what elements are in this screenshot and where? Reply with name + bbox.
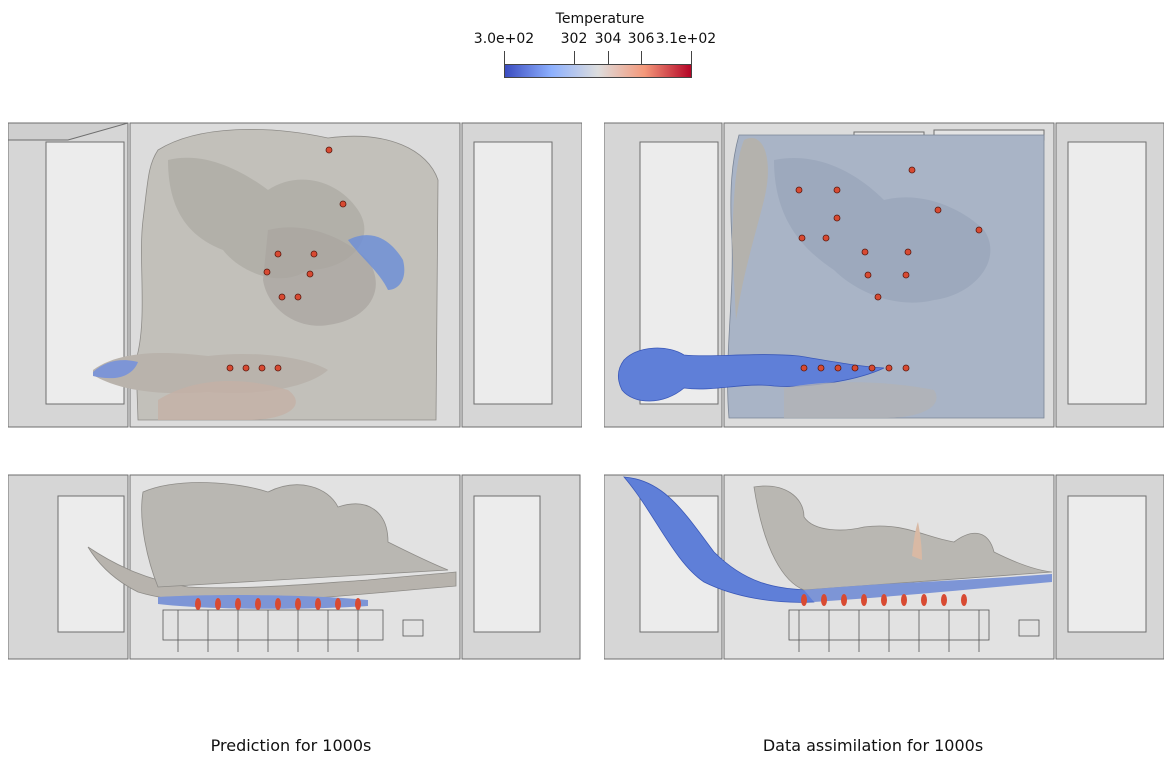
colorbar-gradient xyxy=(504,64,692,78)
heat-sources xyxy=(226,146,347,372)
heat-sources xyxy=(195,598,361,610)
colorbar-tick-302: 302 xyxy=(560,31,588,47)
colorbar-tick-304: 304 xyxy=(594,31,622,47)
temperature-isosurface xyxy=(618,134,1045,419)
prediction-side-view xyxy=(8,474,581,660)
colorbar-tickmark xyxy=(574,51,575,64)
assimilation-top-view xyxy=(604,122,1164,428)
colorbar-tickmark xyxy=(641,51,642,64)
furniture xyxy=(162,609,424,652)
colorbar-tickmark xyxy=(608,51,609,64)
colorbar-tick-max: 3.1e+02 xyxy=(655,31,717,47)
colorbar-tickmark xyxy=(691,51,692,64)
heat-sources xyxy=(801,594,967,606)
assimilation-caption: Data assimilation for 1000s xyxy=(762,736,984,755)
temperature-colorbar: Temperature 3.0e+02 302 304 306 3.1e+02 xyxy=(470,8,730,80)
prediction-top-view xyxy=(8,122,582,428)
temperature-isosurface xyxy=(93,128,439,421)
assimilation-side-view xyxy=(604,474,1164,660)
colorbar-title: Temperature xyxy=(555,11,645,27)
colorbar-tick-min: 3.0e+02 xyxy=(473,31,535,47)
heat-sources xyxy=(795,166,983,372)
temperature-isosurface xyxy=(87,482,457,609)
temperature-isosurface xyxy=(623,476,1053,603)
prediction-caption: Prediction for 1000s xyxy=(210,736,372,755)
colorbar-tickmark xyxy=(504,51,505,64)
colorbar-tick-306: 306 xyxy=(627,31,655,47)
furniture xyxy=(788,609,1040,652)
